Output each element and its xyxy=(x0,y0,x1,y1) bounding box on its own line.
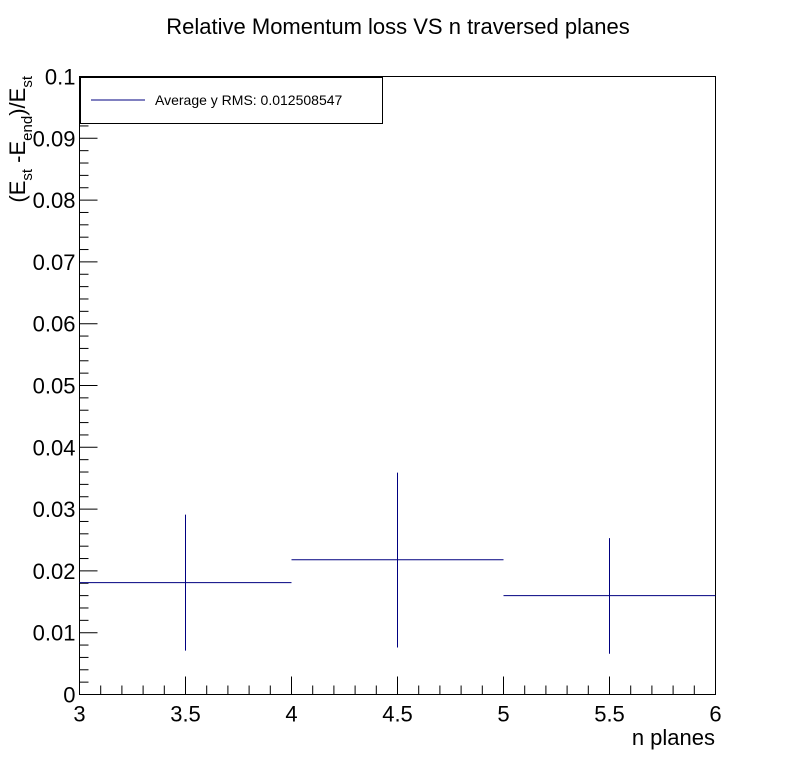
legend-label: Average y RMS: 0.012508547 xyxy=(155,92,343,108)
x-tick-label: 5.5 xyxy=(594,702,625,727)
y-axis-label: (Est -Eend)/Est xyxy=(5,75,36,202)
y-tick-label: 0.04 xyxy=(33,435,76,460)
y-tick-label: 0 xyxy=(63,683,75,708)
x-tick-label: 6 xyxy=(709,702,721,727)
y-tick-label: 0.01 xyxy=(33,621,76,646)
y-tick-label: 0.05 xyxy=(33,374,76,399)
data-series xyxy=(79,472,716,654)
x-tick-label: 4 xyxy=(285,702,297,727)
y-tick-label: 0.1 xyxy=(45,65,76,90)
x-tick-label: 3 xyxy=(73,702,85,727)
y-tick-label: 0.08 xyxy=(33,188,76,213)
data-point xyxy=(79,514,292,651)
y-axis: 0 0.01 0.02 0.03 0.04 0.05 0.06 0.07 0.08 0.09 0.1 xyxy=(33,65,98,708)
y-tick-label: 0.06 xyxy=(33,312,76,337)
data-point xyxy=(291,472,504,648)
y-label-sub1: st xyxy=(19,168,36,181)
chart-title: Relative Momentum loss VS n traversed pl… xyxy=(166,14,629,39)
y-label-sub2: end xyxy=(19,116,36,141)
legend: Average y RMS: 0.012508547 xyxy=(80,77,383,124)
x-axis: 3 3.5 4 4.5 5 5.5 6 xyxy=(73,676,722,727)
y-label-sub3: st xyxy=(19,75,36,88)
y-label-mid: -E xyxy=(5,141,30,169)
y-tick-label: 0.03 xyxy=(33,497,76,522)
x-tick-label: 4.5 xyxy=(382,702,413,727)
y-label-close: )/E xyxy=(5,88,30,116)
y-tick-label: 0.09 xyxy=(33,126,76,151)
y-tick-label: 0.02 xyxy=(33,559,76,584)
y-label-open: (E xyxy=(5,181,30,203)
data-point xyxy=(503,538,716,654)
y-tick-label: 0.07 xyxy=(33,250,76,275)
x-tick-label: 5 xyxy=(497,702,509,727)
x-axis-label: n planes xyxy=(632,725,715,750)
x-tick-label: 3.5 xyxy=(170,702,201,727)
